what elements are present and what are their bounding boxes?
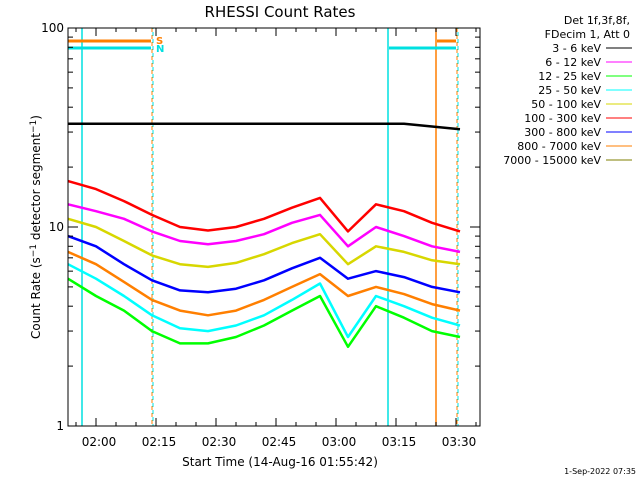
x-tick-label: 02:15 [142,435,177,449]
y-tick-label: 1 [56,419,64,433]
chart-title: RHESSI Count Rates [205,3,356,21]
legend-entry: 12 - 25 keV [538,70,601,83]
x-tick-label: 03:00 [322,435,357,449]
x-tick-label: 02:00 [82,435,117,449]
timestamp: 1-Sep-2022 07:35 [564,467,636,476]
saa-marker-label: S [156,36,163,47]
x-tick-label: 03:15 [382,435,417,449]
x-axis: 02:00 02:15 02:30 02:45 03:00 03:15 03:30 [75,28,477,449]
legend-entry: 800 - 7000 keV [517,140,601,153]
legend-header-line-1: Det 1f,3f,8f, [564,14,630,27]
y-tick-label: 10 [49,220,64,234]
series-line [68,122,461,131]
plot-frame [67,27,481,427]
legend-entry: 6 - 12 keV [545,56,601,69]
x-tick-label: 02:45 [262,435,297,449]
legend-entry: 25 - 50 keV [538,84,601,97]
legend-entry: 3 - 6 keV [552,42,601,55]
legend-entry: 7000 - 15000 keV [503,154,601,167]
series-line [67,234,461,294]
x-tick-label: 03:30 [442,435,477,449]
series-line [67,217,461,269]
y-axis-label: Count Rate (s−1 detector segment−1) [29,115,43,339]
x-axis-label: Start Time (14-Aug-16 01:55:42) [182,455,378,469]
y-tick-label: 100 [41,21,64,35]
attenuator-regions: SN [68,28,459,426]
series-line [67,250,461,317]
series-line [67,277,461,349]
series-line [67,179,461,233]
legend-entry: 50 - 100 keV [531,98,601,111]
series-line [67,203,461,254]
x-tick-label: 02:30 [202,435,237,449]
legend-entry: 300 - 800 keV [524,126,601,139]
night-marker-label: N [156,44,164,55]
series-group [67,122,461,349]
series-line [67,263,461,339]
y-axis: 1 10 100 [41,21,480,433]
legend-entry: 100 - 300 keV [524,112,601,125]
legend-header-line-2: FDecim 1, Att 0 [545,28,630,41]
